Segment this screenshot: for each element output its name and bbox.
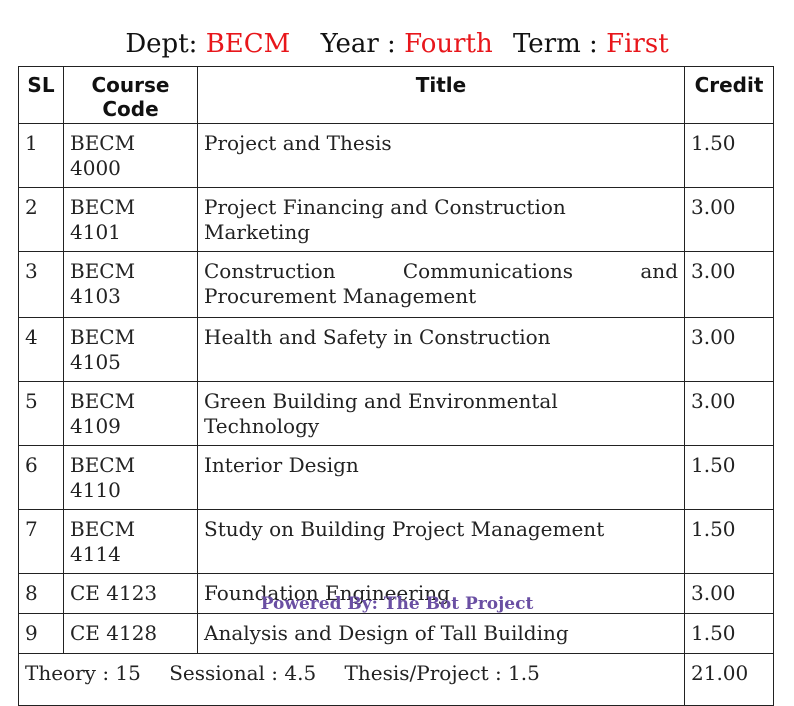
cell-course-code: BECM 4114	[63, 509, 198, 574]
table-row: 5 BECM 4109 Green Building and Environme…	[18, 381, 774, 446]
cell-course-code: BECM 4103	[63, 251, 198, 318]
table-row: 9 CE 4128 Analysis and Design of Tall Bu…	[18, 613, 774, 654]
cell-sl: 6	[18, 445, 64, 510]
column-header-sl: SL	[18, 66, 64, 124]
table-row: 4 BECM 4105 Health and Safety in Constru…	[18, 317, 774, 382]
cell-course-code: CE 4123	[63, 573, 198, 614]
cell-sl: 5	[18, 381, 64, 446]
year-label: Year :	[320, 29, 396, 59]
cell-title: Construction Communications and Procurem…	[197, 251, 685, 318]
table-row: 2 BECM 4101 Project Financing and Constr…	[18, 187, 774, 252]
cell-sl: 7	[18, 509, 64, 574]
column-header-credit: Credit	[684, 66, 774, 124]
term-label: Term :	[512, 29, 598, 59]
cell-title: Analysis and Design of Tall Building	[197, 613, 685, 654]
table-row: 6 BECM 4110 Interior Design 1.50	[18, 445, 774, 510]
powered-by-footer: Powered By: The Bot Project	[260, 594, 534, 614]
cell-course-code: BECM 4110	[63, 445, 198, 510]
cell-title: Interior Design	[197, 445, 685, 510]
column-header-course-code: Course Code	[63, 66, 198, 124]
table-header-row: SL Course Code Title Credit	[18, 66, 774, 124]
summary-sessional: Sessional : 4.5	[169, 661, 317, 685]
cell-course-code: BECM 4101	[63, 187, 198, 252]
cell-title-line2: Procurement Management	[204, 284, 477, 308]
cell-sl: 4	[18, 317, 64, 382]
dept-value: BECM	[205, 29, 291, 59]
cell-course-code: BECM 4000	[63, 123, 198, 188]
year-value: Fourth	[404, 29, 493, 59]
cell-credit: 3.00	[684, 381, 774, 446]
cell-title: Study on Building Project Management	[197, 509, 685, 574]
cell-credit: 3.00	[684, 317, 774, 382]
cell-credit: 3.00	[684, 251, 774, 318]
cell-title: Foundation Engineering	[197, 573, 685, 614]
summary-theory: Theory : 15	[25, 661, 141, 685]
cell-credit: 3.00	[684, 187, 774, 252]
table-row: 7 BECM 4114 Study on Building Project Ma…	[18, 509, 774, 574]
cell-title-line1: Construction Communications and	[204, 259, 678, 283]
summary-row: Theory : 15 Sessional : 4.5 Thesis/Proje…	[18, 653, 774, 706]
summary-total-credit: 21.00	[684, 653, 774, 706]
cell-credit: 1.50	[684, 123, 774, 188]
table-row: 3 BECM 4103 Construction Communications …	[18, 251, 774, 318]
term-value: First	[606, 29, 669, 59]
page-header: Dept: BECM Year : Fourth Term : First	[0, 22, 794, 66]
column-header-course-code-line1: Course	[91, 73, 170, 97]
column-header-title: Title	[197, 66, 685, 124]
cell-title: Project and Thesis	[197, 123, 685, 188]
cell-credit: 1.50	[684, 445, 774, 510]
cell-sl: 8	[18, 573, 64, 614]
cell-sl: 2	[18, 187, 64, 252]
cell-sl: 3	[18, 251, 64, 318]
table-row: 1 BECM 4000 Project and Thesis 1.50	[18, 123, 774, 188]
cell-sl: 1	[18, 123, 64, 188]
summary-thesis-project: Thesis/Project : 1.5	[344, 661, 540, 685]
dept-label: Dept:	[125, 29, 198, 59]
cell-credit: 1.50	[684, 613, 774, 654]
cell-course-code: BECM 4105	[63, 317, 198, 382]
cell-course-code: CE 4128	[63, 613, 198, 654]
cell-title: Health and Safety in Construction	[197, 317, 685, 382]
cell-title: Project Financing and Construction Marke…	[197, 187, 685, 252]
cell-credit: 1.50	[684, 509, 774, 574]
column-header-course-code-line2: Code	[102, 97, 159, 121]
course-table: SL Course Code Title Credit 1 BECM 4000 …	[18, 66, 774, 706]
cell-course-code: BECM 4109	[63, 381, 198, 446]
summary-cell: Theory : 15 Sessional : 4.5 Thesis/Proje…	[18, 653, 685, 706]
cell-title: Green Building and Environmental Technol…	[197, 381, 685, 446]
cell-sl: 9	[18, 613, 64, 654]
